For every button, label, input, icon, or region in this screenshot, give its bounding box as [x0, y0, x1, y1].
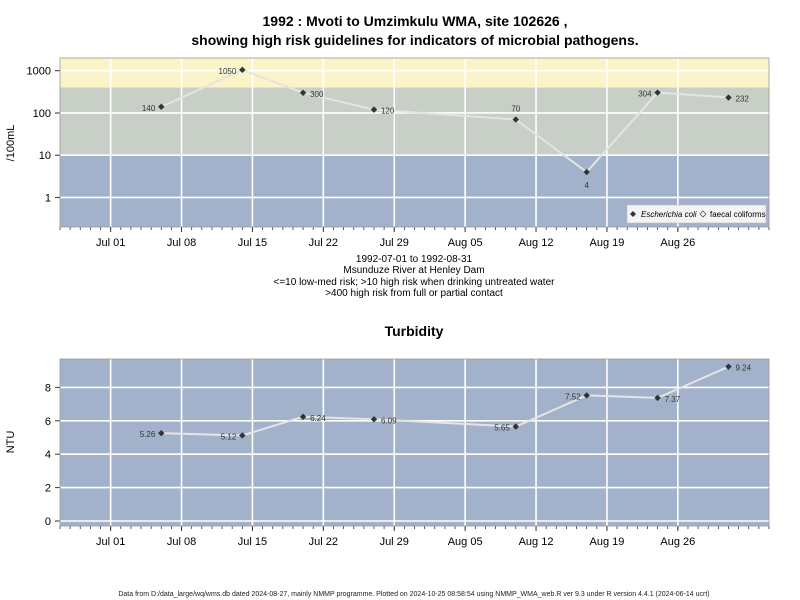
chart-1-data-point: [654, 89, 661, 96]
chart-1-data-point: [299, 89, 307, 97]
chart-1-x-tick-label: Jul 15: [238, 237, 267, 249]
chart-2-x-tick-label: Jul 22: [309, 536, 338, 548]
chart-2-data-label: 6.24: [310, 414, 326, 423]
chart-1-x-tick-label: Jul 08: [167, 237, 196, 249]
chart-2-data-label: 7.37: [665, 395, 681, 404]
chart-1-risk-band-1: [60, 87, 769, 156]
chart-2-title: Turbidity: [385, 323, 444, 339]
chart-2-data-point: [299, 413, 307, 420]
chart-2-x-tick-label: Jul 08: [167, 536, 196, 548]
chart-2-x-tick-label: Jul 01: [96, 536, 125, 548]
chart-2-data-point: [583, 392, 590, 399]
chart-2-data-point: [512, 423, 519, 430]
chart-2-x-tick-label: Jul 29: [380, 536, 409, 548]
chart-1-caption-risk-drinking: <=10 low-med risk; >10 high risk when dr…: [274, 277, 556, 288]
chart-1-data-point: [512, 116, 519, 123]
chart-1-legend-label-ecoli: Escherichia coli: [641, 210, 697, 219]
chart-1-data-point: [583, 168, 590, 176]
chart-2-plot-background: [60, 359, 769, 526]
chart-1-x-tick-label: Aug 19: [590, 237, 625, 249]
chart-1-title-line2: showing high risk guidelines for indicat…: [191, 32, 638, 48]
chart-1-legend-box: [626, 204, 767, 224]
chart-2-x-tick-label: Aug 19: [590, 536, 625, 548]
chart-1-data-label: 1050: [219, 67, 237, 76]
chart-1-data-label: 120: [381, 107, 395, 116]
chart-1-data-label: 232: [735, 95, 749, 104]
chart-2-y-tick-label: 6: [45, 416, 51, 428]
chart-1-x-tick-label: Aug 05: [448, 237, 483, 249]
chart-2-x-tick-label: Jul 15: [238, 536, 267, 548]
chart-2-y-tick-label: 2: [45, 483, 51, 495]
chart-1-caption-date-range: 1992-07-01 to 1992-08-31: [356, 254, 473, 265]
chart-2-y-tick-label: 4: [45, 449, 51, 461]
chart-2-y-tick-label: 8: [45, 382, 51, 394]
chart-1-data-label: 70: [511, 105, 520, 114]
footer-note: Data from D:/data_large/wq/wms.db dated …: [118, 591, 709, 598]
chart-2-data-label: 6.09: [381, 416, 397, 425]
chart-2-x-tick-label: Aug 12: [519, 536, 554, 548]
chart-1-legend-marker-faecal: [699, 210, 707, 218]
chart-1-legend-marker-ecoli: [630, 211, 636, 217]
chart-1-caption-site: Msunduze River at Henley Dam: [343, 265, 484, 276]
chart-2-data-point: [725, 363, 732, 370]
chart-2-data-label: 5.12: [221, 432, 237, 441]
chart-1-legend-label-faecal: faecal coliforms: [710, 210, 766, 219]
chart-2-plot-frame: [59, 358, 770, 527]
chart-1-x-tick-label: Aug 12: [519, 237, 554, 249]
chart-1-y-tick-label: 1000: [27, 66, 51, 78]
chart-2-data-label: 5.26: [140, 430, 156, 439]
chart-2-y-tick-label: 0: [45, 516, 51, 528]
chart-1-risk-band-2: [60, 58, 769, 88]
chart-2-x-tick-label: Aug 05: [448, 536, 483, 548]
chart-1-title-line1: 1992 : Mvoti to Umzimkulu WMA, site 1026…: [263, 13, 568, 29]
chart-1-microbial: Jul 01 Jul 08 Jul 15 Jul 22 Jul 29 Aug 05 Aug …: [27, 57, 770, 249]
chart-2-turbidity: Jul 01 Jul 08 Jul 15 Jul 22 Jul 29 Aug 05 Aug …: [45, 358, 770, 548]
chart-1-x-tick-label: Jul 01: [96, 237, 125, 249]
chart-1-series-line: [160, 68, 729, 174]
chart-1-data-point: [370, 106, 378, 113]
chart-1-y-tick-label: 1: [45, 192, 51, 204]
chart-2-x-tick-label: Aug 26: [660, 536, 695, 548]
chart-1-caption-risk-contact: >400 high risk from full or partial cont…: [325, 288, 503, 299]
chart-1-data-point: [158, 103, 165, 110]
chart-2-data-point: [654, 394, 661, 402]
chart-1-y-tick-label: 100: [33, 108, 51, 120]
chart-2-data-label: 7.52: [565, 392, 581, 401]
chart-1-y-axis-label: /100mL: [5, 125, 17, 162]
chart-1-plot-frame: [59, 57, 770, 228]
chart-2-series-line: [161, 365, 729, 437]
chart-1-x-tick-label: Jul 22: [309, 237, 338, 249]
chart-1-data-point: [725, 94, 732, 101]
chart-2-data-label: 5.65: [494, 424, 510, 433]
chart-2-data-point: [370, 416, 378, 423]
chart-1-data-label: 304: [638, 90, 652, 99]
chart-1-x-tick-label: Jul 29: [380, 237, 409, 249]
chart-2-y-axis-label: NTU: [5, 431, 17, 454]
chart-1-data-label: 300: [310, 90, 324, 99]
chart-1-x-tick-label: Aug 26: [660, 237, 695, 249]
chart-2-data-label: 9.24: [735, 364, 751, 373]
chart-1-legend: Escherichia coli faecal coliforms: [626, 204, 767, 224]
chart-1-data-point: [239, 66, 246, 74]
chart-2-data-point: [158, 429, 165, 437]
chart-1-data-label: 4: [584, 181, 589, 190]
chart-2-data-point: [239, 432, 246, 439]
chart-1-y-tick-label: 10: [39, 150, 51, 162]
chart-1-data-label: 140: [142, 104, 156, 113]
